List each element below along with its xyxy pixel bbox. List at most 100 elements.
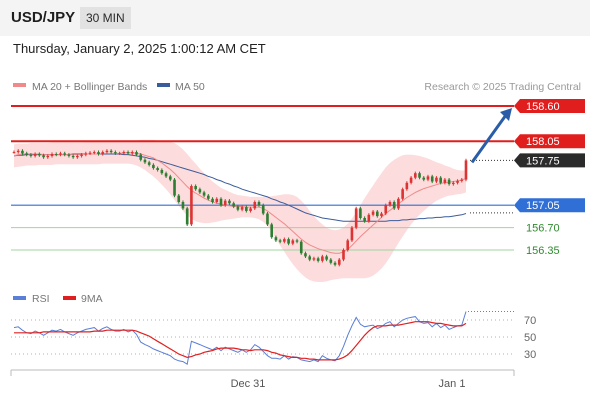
candle-body [308,256,312,260]
candle-body [460,179,464,181]
current-price-tag [514,153,585,168]
candle-body [54,154,58,155]
candle-body [219,198,223,206]
candle-body [245,207,248,211]
header-bar: USD/JPY 30 MIN [0,0,590,36]
candle-body [363,218,366,222]
candle-body [59,153,62,155]
candle-body [105,150,109,153]
bollinger-band [14,139,466,282]
candle-body [401,189,404,199]
rsi-ma-line [14,321,467,361]
candle-body [122,152,126,154]
candle-body [223,200,227,206]
candle-body [342,250,345,260]
candle-body [147,162,151,165]
candle-body [160,170,164,174]
candle-body [152,164,155,169]
candle-body [173,179,176,196]
support-level-label: 156.35 [526,245,560,257]
candle-body [257,202,261,206]
candle-body [397,198,400,209]
candle-body [109,150,113,153]
candle-body [367,214,371,222]
candle-body [80,154,83,156]
candle-body [33,154,37,156]
candle-body [354,208,358,228]
candle-body [12,152,16,154]
candle-body [375,211,379,217]
candle-body [97,152,100,154]
candle-body [452,182,455,185]
candle-body [409,177,413,183]
candle-body [274,237,278,241]
candle-body [270,224,273,238]
current-price-label: 157.75 [526,155,560,167]
candle-body [435,177,438,182]
candle-body [413,173,417,178]
candle-body [236,206,240,210]
candle-body [126,152,130,154]
candle-body [42,155,45,158]
datetime-label: Thursday, January 2, 2025 1:00:12 AM CET [13,41,266,56]
candle-body [185,208,189,225]
candle-body [418,173,421,178]
candle-body [92,152,96,154]
candle-body [84,153,88,155]
candle-body [130,152,134,154]
candle-body [299,241,303,254]
x-tick-label: Dec 31 [231,378,266,390]
rsi-tick-label: 70 [524,315,536,327]
candle-body [439,177,442,183]
resistance-price-tag [514,134,585,149]
ma50-legend-label: MA 50 [175,81,205,93]
resistance-price-label: 158.60 [526,101,560,113]
rsi-legend-swatch [13,296,26,300]
candle-body [207,195,210,199]
candle-body [392,202,396,209]
candle-body [388,202,392,206]
rsi-ma-legend-swatch [63,296,76,300]
candle-body [312,258,316,260]
candle-body [329,259,333,263]
timeframe-badge[interactable]: 30 MIN [80,7,131,29]
resistance-price-tag [514,99,585,113]
candle-body [25,153,28,155]
candle-body [21,150,24,154]
rsi-ma-legend-label: 9MA [81,293,103,305]
candle-body [181,202,185,209]
candle-body [253,202,257,209]
candle-body [76,155,79,158]
candle-body [71,155,75,158]
ma20-line [13,152,467,254]
candle-body [405,182,409,190]
candle-body [63,153,67,155]
candle-body [240,207,244,210]
candle-body [266,213,269,225]
candle-body [50,154,54,156]
candle-body [211,198,214,202]
support-level-label: 156.70 [526,223,560,235]
candle-body [228,200,231,204]
candle-body [198,189,202,193]
ma20-legend-label: MA 20 + Bollinger Bands [32,81,147,93]
forecast-arrowhead [500,108,512,121]
candle-body [202,192,206,196]
candle-body [321,256,324,261]
candle-body [422,177,426,180]
candle-body [371,211,375,215]
pivot-price-label: 157.05 [526,200,560,212]
candle-body [215,198,219,202]
candle-body [291,240,295,244]
candle-body [46,155,50,158]
candle-body [156,168,159,170]
candle-body [325,256,328,260]
x-tick-label: Jan 1 [439,378,466,390]
candle-body [177,195,181,202]
candle-body [333,262,337,265]
candle-body [295,240,299,242]
candle-body [283,239,286,242]
candle-body [304,253,307,257]
